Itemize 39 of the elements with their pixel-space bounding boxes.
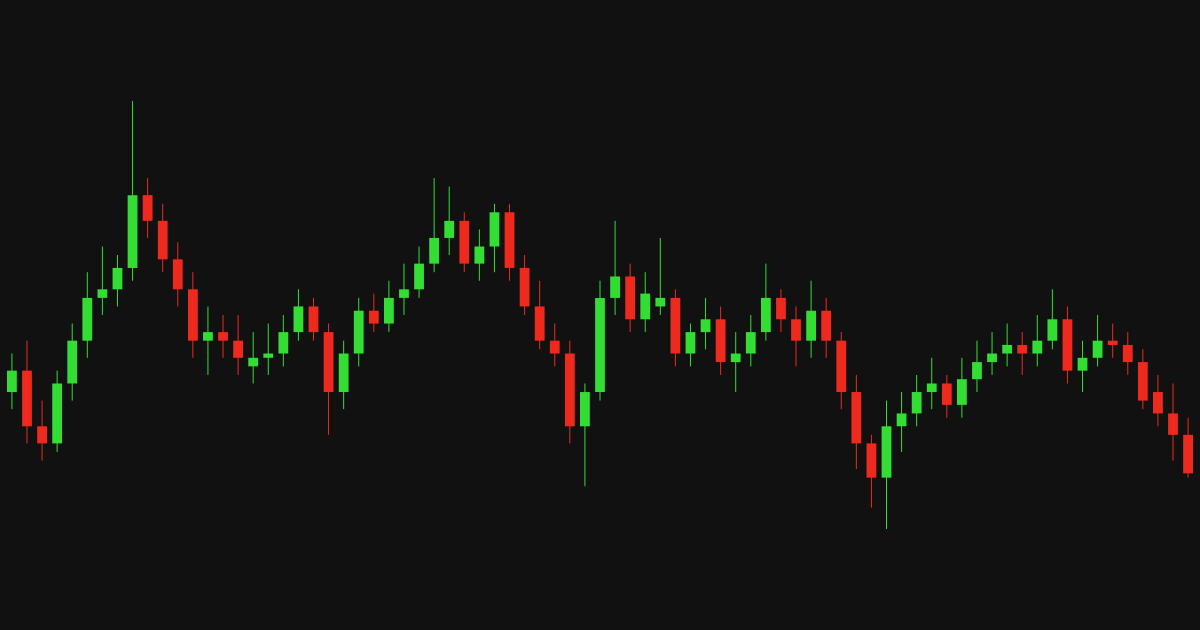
candlestick (685, 323, 696, 367)
candlestick (7, 353, 17, 410)
candlestick (1002, 323, 1013, 367)
candlestick (1017, 331, 1028, 376)
candlestick (444, 186, 455, 256)
candlestick (926, 357, 937, 410)
candlestick (610, 220, 620, 316)
candlestick (218, 314, 228, 359)
candlestick (112, 254, 123, 307)
candlestick (791, 305, 801, 367)
candlestick (278, 314, 289, 367)
candlestick (1032, 314, 1043, 367)
candlestick (549, 323, 560, 367)
candlestick (1077, 340, 1088, 393)
candlestick (941, 374, 952, 419)
candlestick (911, 374, 922, 427)
candlestick (1153, 374, 1163, 427)
candlestick (745, 314, 756, 367)
candlestick (399, 263, 409, 316)
candlestick (1122, 331, 1133, 376)
candlestick (776, 288, 786, 333)
candlestick (700, 297, 711, 350)
candlestick (474, 228, 485, 282)
candlestick (1092, 314, 1103, 367)
candlestick (1047, 288, 1058, 350)
candlestick (248, 331, 259, 384)
candlestick (37, 400, 47, 462)
candlestick (972, 340, 982, 393)
candlestick (1168, 382, 1178, 462)
candlestick (233, 314, 243, 376)
candlestick (368, 293, 379, 333)
candlestick (263, 323, 274, 376)
candlestick (655, 237, 666, 316)
candlestick (987, 331, 997, 376)
candlestick (730, 331, 741, 393)
candlestick (97, 246, 108, 316)
candlestick (896, 391, 907, 453)
candlestick (203, 305, 213, 376)
candlestick (1107, 323, 1118, 359)
